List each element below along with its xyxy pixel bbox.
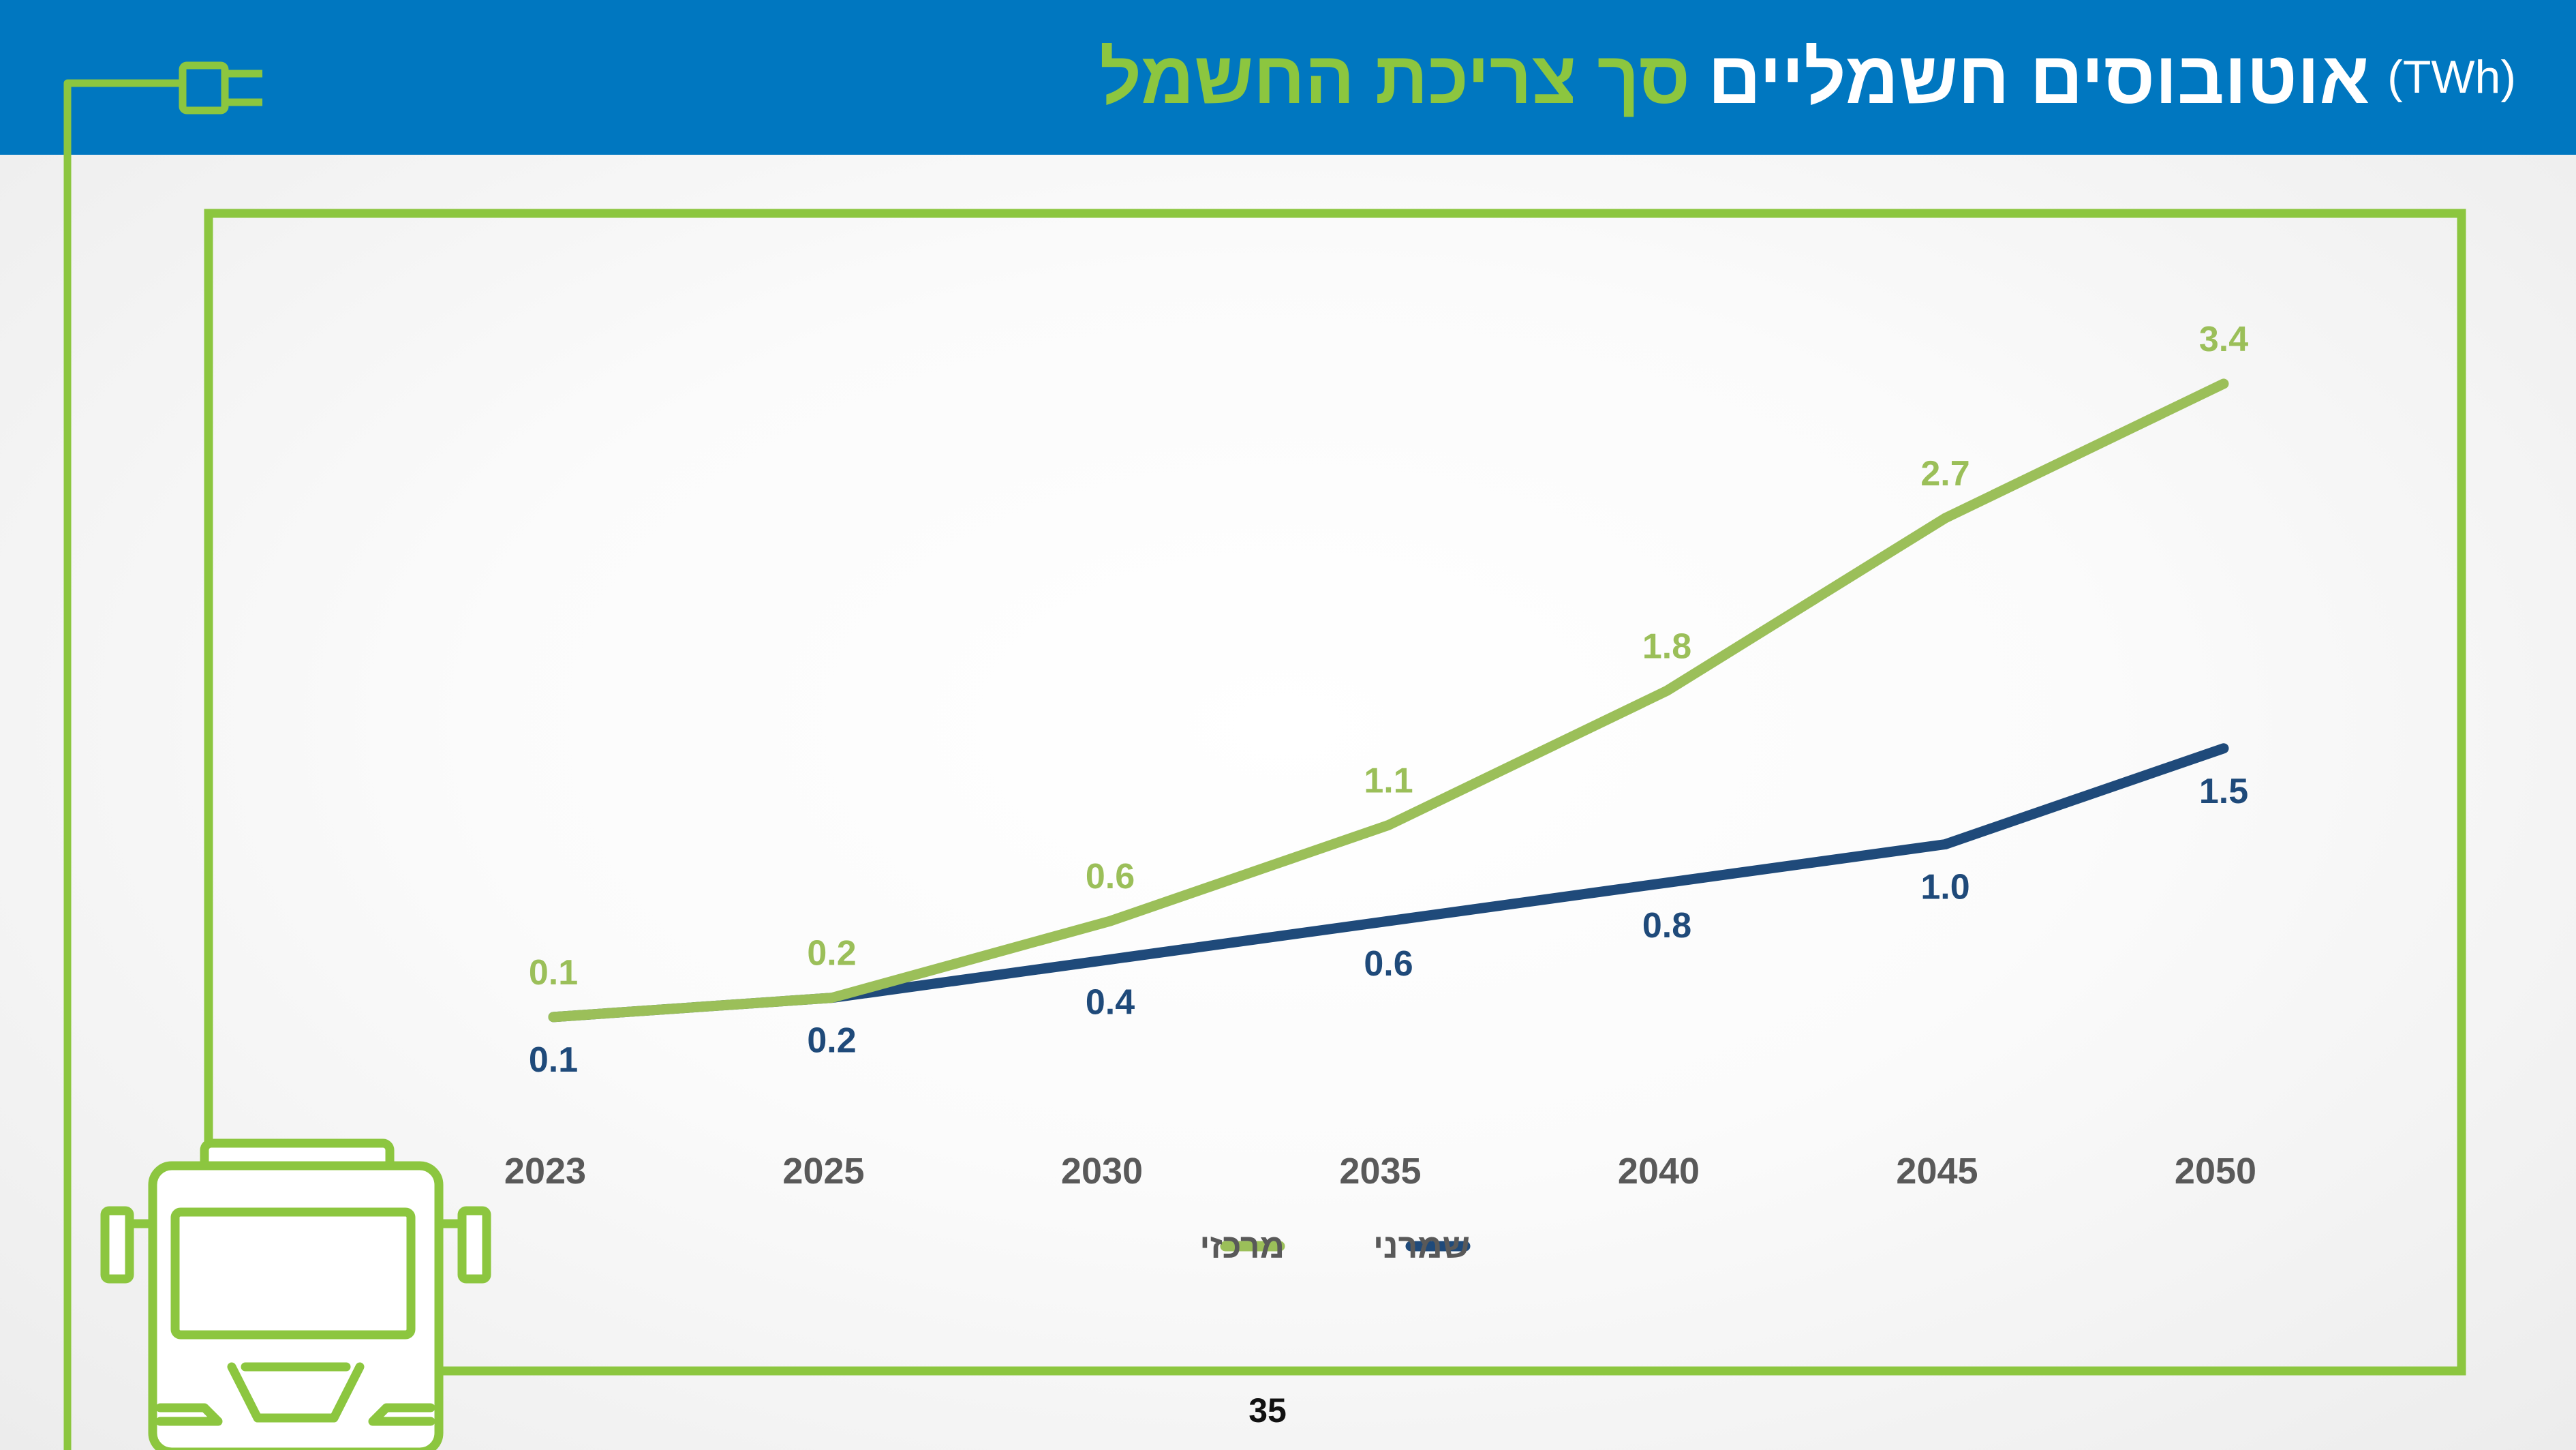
x-tick-label-0: 2023 [504,1151,586,1192]
title-green-part: סך צריכת החשמל [1099,35,1691,119]
data-label-s1-2: 0.4 [1086,982,1135,1022]
legend-label-0: מרכזי [1199,1227,1285,1265]
data-label-s1-4: 0.8 [1642,906,1691,946]
x-tick-label-4: 2040 [1618,1151,1700,1192]
line-chart: 0.1 0.2 0.6 1.1 1.8 2.7 3.4 0.1 0.2 0.4 0.6 0.8 1.0 1… [504,320,2256,1265]
data-label-s0-0: 0.1 [529,953,578,993]
x-tick-label-5: 2045 [1896,1151,1978,1192]
data-label-s0-1: 0.2 [807,934,856,973]
data-label-s1-1: 0.2 [807,1021,856,1061]
data-label-s1-6: 1.5 [2199,772,2248,811]
data-label-s0-6: 3.4 [2199,320,2248,359]
data-label-s1-3: 0.6 [1364,944,1413,984]
data-label-s0-5: 2.7 [1920,454,1969,494]
series-line-0 [548,378,2229,1023]
data-label-s0-4: 1.8 [1642,626,1691,666]
data-label-s1-0: 0.1 [529,1040,578,1080]
data-label-s0-3: 1.1 [1364,761,1413,800]
header-bar [0,0,2576,155]
chart-legend: מרכזי שמרני [1199,1227,1471,1265]
data-label-s0-2: 0.6 [1086,857,1135,896]
legend-label-1: שמרני [1373,1227,1470,1265]
title-white-part: אוטובוסים חשמליים [1708,35,2370,119]
slide-title: סך צריכת החשמל אוטובוסים חשמליים (TWh) [1099,26,2516,128]
chart-frame [204,209,2466,1376]
chart-x-axis: 2023 2025 2030 2035 2040 2045 2050 [504,1151,2256,1192]
x-tick-label-3: 2035 [1339,1151,1421,1192]
chart-data-labels: 0.1 0.2 0.6 1.1 1.8 2.7 3.4 0.1 0.2 0.4 0.6 0.8 1.0 1… [529,320,2248,1080]
bus-icon [100,1138,491,1450]
x-tick-label-2: 2030 [1061,1151,1143,1192]
plug-icon [63,61,262,1450]
data-label-s1-5: 1.0 [1920,868,1969,907]
chart-series [548,378,2229,1023]
x-tick-label-1: 2025 [782,1151,864,1192]
x-tick-label-6: 2050 [2175,1151,2256,1192]
page-number: 35 [1248,1391,1287,1430]
title-unit: (TWh) [2387,51,2516,103]
